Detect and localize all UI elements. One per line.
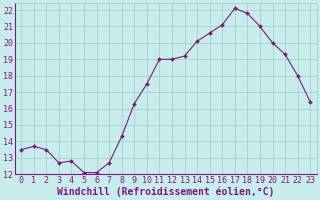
- X-axis label: Windchill (Refroidissement éolien,°C): Windchill (Refroidissement éolien,°C): [57, 186, 274, 197]
